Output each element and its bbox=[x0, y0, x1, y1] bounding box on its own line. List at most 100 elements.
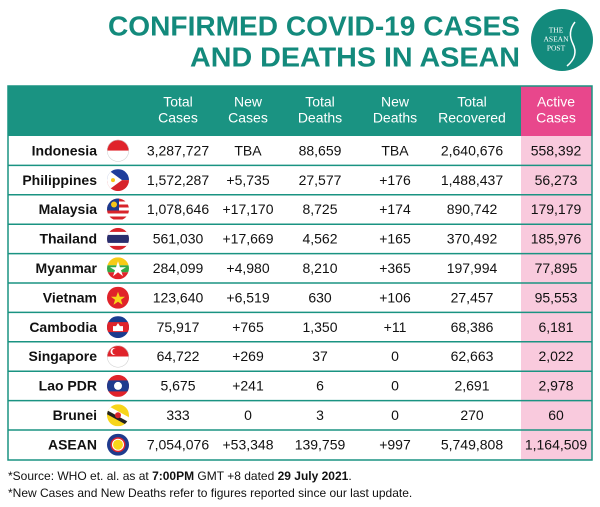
cell: +106 bbox=[379, 289, 411, 305]
cell: 890,742 bbox=[447, 201, 498, 217]
cell: 197,994 bbox=[447, 260, 498, 276]
table-border bbox=[7, 85, 593, 461]
cell: 1,350 bbox=[302, 319, 337, 335]
footnote-part: 7:00PM bbox=[152, 469, 194, 483]
title-line: CONFIRMED COVID-19 CASES bbox=[108, 10, 520, 41]
cell: +165 bbox=[379, 231, 411, 247]
cell: 3 bbox=[316, 407, 324, 423]
country-name: Malaysia bbox=[39, 201, 98, 217]
cell: +4,980 bbox=[226, 260, 269, 276]
column-header: Total bbox=[457, 94, 487, 110]
logo-text: THE bbox=[549, 26, 564, 35]
cell: +6,519 bbox=[226, 289, 269, 305]
cell: 77,895 bbox=[535, 260, 578, 276]
cell: 56,273 bbox=[535, 172, 578, 188]
cell: 561,030 bbox=[153, 231, 204, 247]
cell: 8,725 bbox=[302, 201, 337, 217]
column-header: Deaths bbox=[373, 110, 417, 126]
footnote-part: *Source: WHO et. al. as at bbox=[8, 469, 152, 483]
flag bbox=[107, 345, 129, 368]
country-name: Vietnam bbox=[43, 289, 97, 305]
column-header: New bbox=[234, 94, 263, 110]
cell: 95,553 bbox=[535, 289, 578, 305]
cell: 4,562 bbox=[302, 231, 337, 247]
cell: 1,164,509 bbox=[525, 436, 587, 452]
column-header: Cases bbox=[158, 110, 198, 126]
flag bbox=[107, 316, 129, 339]
cell: 333 bbox=[166, 407, 190, 423]
cell: +17,669 bbox=[223, 231, 274, 247]
cell: 123,640 bbox=[153, 289, 204, 305]
cell: 139,759 bbox=[295, 436, 346, 452]
cell: +53,348 bbox=[223, 436, 274, 452]
flags bbox=[107, 139, 129, 456]
cell: 75,917 bbox=[157, 319, 200, 335]
footnote: *New Cases and New Deaths refer to figur… bbox=[8, 486, 412, 500]
cell: 0 bbox=[244, 407, 252, 423]
flag bbox=[107, 169, 129, 192]
cell: 1,488,437 bbox=[441, 172, 503, 188]
cell: +17,170 bbox=[223, 201, 274, 217]
cell: 5,675 bbox=[160, 378, 195, 394]
country-name: Singapore bbox=[29, 348, 98, 364]
cell: 6,181 bbox=[538, 319, 573, 335]
cell: 2,640,676 bbox=[441, 142, 503, 158]
cell: 62,663 bbox=[451, 348, 494, 364]
cell: +174 bbox=[379, 201, 411, 217]
cell: 7,054,076 bbox=[147, 436, 209, 452]
country-name: Indonesia bbox=[32, 142, 98, 158]
logo: THE ASEAN POST bbox=[531, 9, 593, 71]
footnote-part: . bbox=[348, 469, 351, 483]
country-name: Philippines bbox=[22, 172, 97, 188]
cell: +269 bbox=[232, 348, 264, 364]
column-header: Cases bbox=[536, 110, 576, 126]
cell: 2,022 bbox=[538, 348, 573, 364]
cell: +5,735 bbox=[226, 172, 269, 188]
column-header: New bbox=[381, 94, 410, 110]
column-header: Total bbox=[305, 94, 335, 110]
cell: 6 bbox=[316, 378, 324, 394]
cell: 8,210 bbox=[302, 260, 337, 276]
table-header bbox=[8, 86, 592, 136]
cell: 1,572,287 bbox=[147, 172, 209, 188]
active-column bbox=[521, 136, 592, 460]
cell: 370,492 bbox=[447, 231, 498, 247]
cell: 284,099 bbox=[153, 260, 204, 276]
cell: TBA bbox=[381, 142, 409, 158]
country-name: Thailand bbox=[39, 231, 97, 247]
flag bbox=[107, 139, 129, 162]
country-name: Cambodia bbox=[29, 319, 97, 335]
cell: 60 bbox=[548, 407, 564, 423]
footnote-part: *New Cases and New Deaths refer to figur… bbox=[8, 486, 412, 500]
flag bbox=[107, 227, 129, 250]
flag bbox=[107, 433, 129, 456]
country-name: Brunei bbox=[53, 407, 97, 423]
footnote: *Source: WHO et. al. as at 7:00PM GMT +8… bbox=[8, 469, 352, 483]
cell: +241 bbox=[232, 378, 264, 394]
logo-text: ASEAN bbox=[543, 35, 569, 44]
cell: +997 bbox=[379, 436, 411, 452]
cell: +365 bbox=[379, 260, 411, 276]
cell: 37 bbox=[312, 348, 328, 364]
cell: 630 bbox=[308, 289, 332, 305]
country-name: Lao PDR bbox=[39, 378, 97, 394]
column-header: Active bbox=[537, 94, 575, 110]
cell: 27,577 bbox=[299, 172, 342, 188]
flag bbox=[107, 257, 129, 280]
cell: 2,978 bbox=[538, 378, 573, 394]
column-header: Recovered bbox=[438, 110, 506, 126]
cell: 179,179 bbox=[531, 201, 582, 217]
cell: 27,457 bbox=[451, 289, 494, 305]
country-name: Myanmar bbox=[36, 260, 98, 276]
active-header bbox=[521, 86, 592, 136]
cell: 5,749,808 bbox=[441, 436, 503, 452]
footnote-part: GMT +8 dated bbox=[194, 469, 278, 483]
logo-text: POST bbox=[547, 44, 566, 53]
flag bbox=[107, 404, 129, 427]
cell: +765 bbox=[232, 319, 264, 335]
cell: +11 bbox=[384, 319, 407, 335]
cell: 0 bbox=[391, 348, 399, 364]
title-line: AND DEATHS IN ASEAN bbox=[190, 41, 520, 72]
